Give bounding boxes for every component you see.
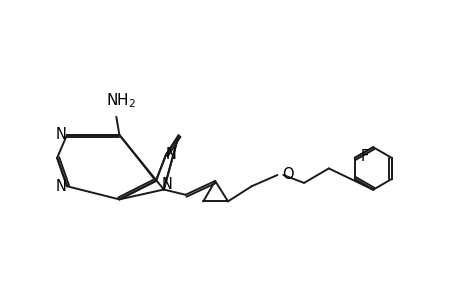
Text: N: N [161, 177, 172, 192]
Text: F: F [360, 149, 368, 164]
Text: N: N [165, 147, 176, 162]
Text: O: O [281, 167, 293, 182]
Text: N: N [56, 128, 67, 142]
Text: NH$_2$: NH$_2$ [106, 92, 136, 110]
Text: N: N [56, 179, 67, 194]
